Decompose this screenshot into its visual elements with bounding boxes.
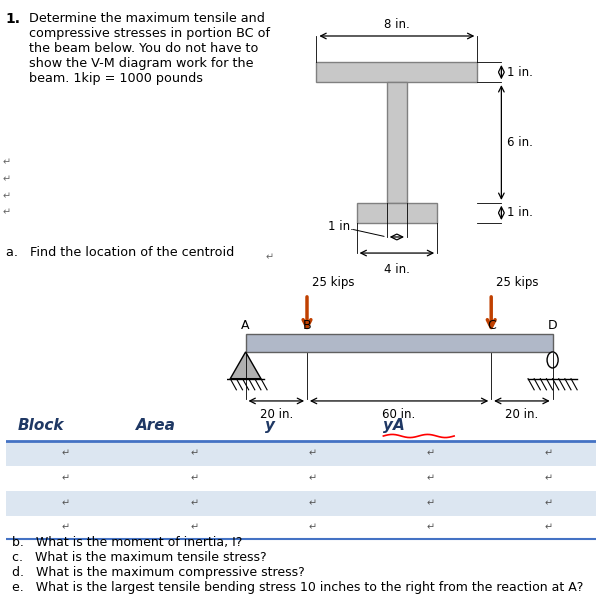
- Text: D: D: [548, 319, 558, 332]
- Text: Determine the maximum tensile and
compressive stresses in portion BC of
the beam: Determine the maximum tensile and compre…: [29, 11, 270, 84]
- Text: ↵: ↵: [427, 498, 435, 508]
- Text: ↵: ↵: [61, 498, 69, 508]
- Text: 6 in.: 6 in.: [507, 136, 534, 149]
- Bar: [6, 441, 596, 466]
- Text: 8 in.: 8 in.: [384, 18, 410, 31]
- Text: Block: Block: [18, 418, 64, 433]
- Text: ↵: ↵: [427, 473, 435, 484]
- Text: ↵: ↵: [191, 448, 199, 459]
- Text: ↵: ↵: [61, 448, 69, 459]
- Text: c.   What is the maximum tensile stress?: c. What is the maximum tensile stress?: [12, 551, 266, 564]
- Text: 25 kips: 25 kips: [312, 276, 354, 289]
- Text: 1.: 1.: [6, 11, 21, 26]
- Text: C: C: [487, 319, 495, 332]
- Text: ↵: ↵: [309, 473, 317, 484]
- Bar: [246, 334, 553, 352]
- Text: ↵: ↵: [265, 252, 274, 262]
- Text: 4 in.: 4 in.: [384, 263, 410, 276]
- Text: ↵: ↵: [309, 498, 317, 508]
- Text: ↵: ↵: [309, 523, 317, 532]
- Text: ↵: ↵: [309, 448, 317, 459]
- Text: a.   Find the location of the centroid: a. Find the location of the centroid: [6, 246, 234, 259]
- Text: 1 in.: 1 in.: [507, 66, 534, 78]
- Text: ↵: ↵: [545, 523, 553, 532]
- Text: 25 kips: 25 kips: [496, 276, 538, 289]
- Text: ↵: ↵: [3, 207, 11, 217]
- Bar: [357, 203, 437, 223]
- Text: ↵: ↵: [191, 498, 199, 508]
- Text: d.   What is the maximum compressive stress?: d. What is the maximum compressive stres…: [12, 566, 305, 579]
- Text: Area: Area: [136, 418, 176, 433]
- Text: b.   What is the moment of inertia, I?: b. What is the moment of inertia, I?: [12, 536, 243, 549]
- Text: ↵: ↵: [545, 473, 553, 484]
- Text: ↵: ↵: [3, 157, 11, 168]
- Text: ↵: ↵: [545, 448, 553, 459]
- Text: 1 in.: 1 in.: [507, 206, 534, 219]
- Bar: [387, 82, 407, 203]
- Text: ↵: ↵: [427, 523, 435, 532]
- Text: 1 in.: 1 in.: [328, 220, 354, 233]
- Text: ↵: ↵: [191, 473, 199, 484]
- Text: ↵: ↵: [3, 174, 11, 184]
- Text: y: y: [265, 418, 276, 433]
- Text: 20 in.: 20 in.: [260, 407, 293, 421]
- Text: 60 in.: 60 in.: [383, 407, 416, 421]
- Polygon shape: [230, 352, 261, 379]
- Bar: [6, 466, 596, 491]
- Bar: [6, 516, 596, 539]
- Bar: [6, 491, 596, 516]
- Text: ↵: ↵: [191, 523, 199, 532]
- Text: ↵: ↵: [427, 448, 435, 459]
- Text: ↵: ↵: [545, 498, 553, 508]
- Text: ↵: ↵: [61, 473, 69, 484]
- Text: e.   What is the largest tensile bending stress 10 inches to the right from the : e. What is the largest tensile bending s…: [12, 581, 583, 594]
- Text: 20 in.: 20 in.: [505, 407, 538, 421]
- Bar: [316, 62, 477, 82]
- Circle shape: [547, 352, 558, 368]
- Text: ↵: ↵: [3, 191, 11, 201]
- Text: yA: yA: [383, 418, 405, 433]
- Text: B: B: [303, 319, 311, 332]
- Text: ↵: ↵: [61, 523, 69, 532]
- Text: A: A: [241, 319, 250, 332]
